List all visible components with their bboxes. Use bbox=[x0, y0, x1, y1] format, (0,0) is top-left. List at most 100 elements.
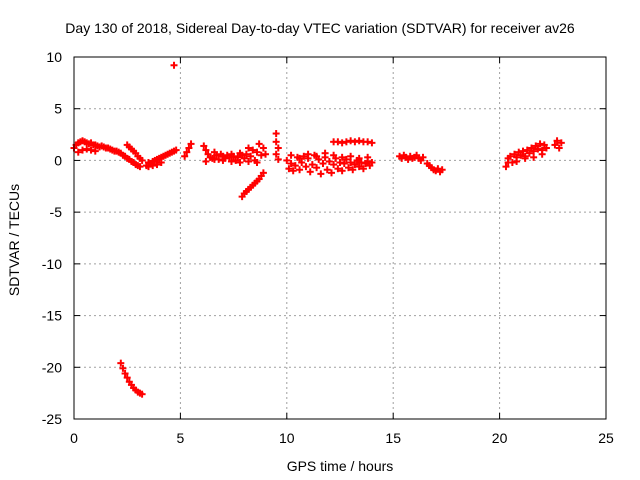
data-point bbox=[183, 148, 191, 156]
y-tick-label: -5 bbox=[50, 204, 63, 220]
data-point bbox=[91, 147, 99, 155]
data-point bbox=[530, 153, 538, 161]
data-point bbox=[296, 166, 304, 174]
data-point bbox=[340, 160, 348, 168]
data-point bbox=[153, 161, 161, 169]
data-point bbox=[259, 144, 267, 152]
data-point bbox=[74, 148, 82, 156]
data-point bbox=[338, 153, 346, 161]
data-point bbox=[345, 164, 353, 172]
data-point bbox=[300, 152, 308, 160]
y-tick-label: 0 bbox=[54, 152, 62, 168]
axis-ticks bbox=[73, 56, 607, 420]
data-point bbox=[283, 156, 291, 164]
x-tick-label: 25 bbox=[598, 430, 614, 446]
data-point bbox=[302, 163, 310, 171]
data-point bbox=[272, 138, 280, 146]
data-point bbox=[213, 151, 221, 159]
data-point bbox=[244, 157, 252, 165]
data-point bbox=[296, 154, 304, 162]
data-point bbox=[306, 168, 314, 176]
data-point bbox=[502, 163, 510, 171]
data-point bbox=[519, 147, 527, 155]
data-point bbox=[291, 162, 299, 170]
chart-title: Day 130 of 2018, Sidereal Day-to-day VTE… bbox=[65, 20, 575, 36]
data-point bbox=[513, 157, 521, 165]
grid bbox=[74, 57, 606, 419]
data-point bbox=[530, 147, 538, 155]
data-point bbox=[342, 155, 350, 163]
data-point bbox=[234, 153, 242, 161]
data-point bbox=[438, 166, 446, 174]
y-axis-label: SDTVAR / TECUs bbox=[6, 183, 22, 297]
data-point bbox=[325, 157, 333, 165]
x-tick-label: 10 bbox=[279, 430, 295, 446]
tick-labels: 0 5 10 15 20 25 10 5 0 -5 -10 -15 -20 -25 bbox=[42, 49, 614, 446]
data-point bbox=[249, 146, 257, 154]
data-point bbox=[287, 151, 295, 159]
data-point bbox=[304, 150, 312, 158]
data-point bbox=[242, 150, 250, 158]
data-point bbox=[181, 152, 189, 160]
data-point bbox=[227, 157, 235, 165]
data-point bbox=[185, 144, 193, 152]
data-point bbox=[521, 154, 529, 162]
data-point bbox=[272, 130, 280, 138]
data-point bbox=[506, 152, 514, 160]
data-point bbox=[330, 151, 338, 159]
data-point bbox=[347, 137, 355, 145]
data-point bbox=[364, 138, 372, 146]
data-point bbox=[262, 150, 270, 158]
data-point bbox=[236, 158, 244, 166]
data-point bbox=[210, 155, 218, 163]
data-point bbox=[327, 169, 335, 177]
x-tick-label: 15 bbox=[385, 430, 401, 446]
y-tick-label: -20 bbox=[42, 359, 62, 375]
data-point bbox=[330, 161, 338, 169]
data-point bbox=[349, 166, 357, 174]
data-point bbox=[517, 151, 525, 159]
data-point bbox=[525, 149, 533, 157]
data-point bbox=[317, 170, 325, 178]
data-point bbox=[355, 137, 363, 145]
y-tick-label: -15 bbox=[42, 308, 62, 324]
data-point bbox=[334, 138, 342, 146]
data-point bbox=[157, 158, 165, 166]
data-point bbox=[323, 166, 331, 174]
data-point bbox=[138, 390, 146, 398]
data-point bbox=[253, 148, 261, 156]
data-point bbox=[319, 160, 327, 168]
data-point bbox=[253, 158, 261, 166]
data-point bbox=[313, 152, 321, 160]
data-point bbox=[259, 169, 267, 177]
x-axis-label: GPS time / hours bbox=[286, 458, 394, 474]
data-point bbox=[119, 364, 127, 372]
plot-frame bbox=[73, 56, 607, 420]
data-point bbox=[538, 150, 546, 158]
data-point bbox=[313, 164, 321, 172]
data-point bbox=[144, 158, 152, 166]
data-point bbox=[202, 146, 210, 154]
data-point bbox=[542, 144, 550, 152]
data-point bbox=[230, 152, 238, 160]
y-tick-label: -10 bbox=[42, 256, 62, 272]
data-point bbox=[257, 151, 265, 159]
data-point bbox=[347, 152, 355, 160]
data-point bbox=[338, 167, 346, 175]
data-point bbox=[364, 153, 372, 161]
data-point bbox=[359, 165, 367, 173]
data-point bbox=[338, 139, 346, 147]
data-point bbox=[357, 158, 365, 166]
data-point bbox=[121, 369, 129, 377]
data-point bbox=[255, 140, 263, 148]
data-points bbox=[70, 61, 565, 398]
x-tick-label: 0 bbox=[70, 430, 78, 446]
data-point bbox=[138, 156, 146, 164]
data-point bbox=[355, 163, 363, 171]
data-point bbox=[202, 157, 210, 165]
data-point bbox=[536, 140, 544, 148]
data-point bbox=[334, 165, 342, 173]
data-point bbox=[534, 145, 542, 153]
data-point bbox=[289, 167, 297, 175]
